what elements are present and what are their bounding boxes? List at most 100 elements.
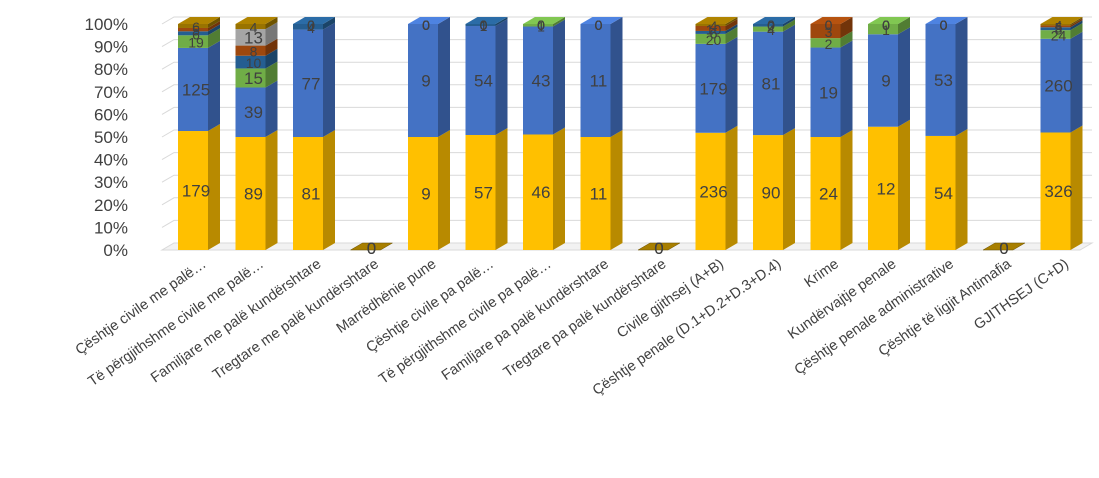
- bar-segment-side: [725, 17, 738, 26]
- data-label: 19: [188, 35, 204, 51]
- bar-stack: [349, 242, 394, 251]
- data-label: 0: [537, 17, 545, 33]
- bar-segment-side: [1070, 23, 1083, 39]
- data-label: 0: [367, 239, 376, 258]
- bar-segment: [235, 68, 266, 88]
- data-label: 0: [595, 17, 603, 33]
- bar-segment-side: [495, 19, 508, 135]
- bar-segment: [465, 24, 496, 27]
- bar-top: [293, 17, 335, 24]
- bar-segment: [810, 47, 841, 137]
- bar-segment: [1040, 132, 1071, 250]
- bar-segment-side: [725, 125, 738, 250]
- bar-segment-side: [208, 124, 220, 250]
- bar-segment-side: [265, 48, 278, 69]
- y-tick-label: 10%: [94, 218, 128, 237]
- bar-segment: [868, 126, 898, 250]
- bar-segment-side: [783, 19, 795, 32]
- bar-segment-side: [323, 130, 335, 250]
- bar-segment-side: [783, 128, 795, 250]
- bar-segment-side: [265, 22, 278, 46]
- bar-segment: [465, 26, 496, 135]
- data-label: 1: [882, 22, 890, 38]
- bar-segment: [695, 132, 726, 250]
- bar-segment: [178, 47, 208, 132]
- data-label: 3: [825, 24, 833, 40]
- bars: [178, 17, 1083, 251]
- bar-segment: [235, 45, 266, 56]
- bar-segment-side: [725, 23, 738, 34]
- data-label: 19: [819, 83, 838, 102]
- bar-stack: [868, 17, 910, 251]
- bar-segment: [235, 137, 266, 250]
- bar-segment-side: [495, 17, 508, 27]
- bar-top: [523, 17, 565, 24]
- bar-segment: [580, 137, 611, 250]
- bar-segment: [523, 26, 553, 135]
- bar-segment: [580, 24, 611, 137]
- bar-top: [408, 17, 450, 24]
- bar-segment: [868, 24, 898, 35]
- y-tick-label: 60%: [94, 105, 128, 124]
- bar-stack: [753, 17, 795, 250]
- category-label: Marrëdhënie pune: [334, 256, 440, 337]
- data-label: 0: [882, 17, 890, 33]
- data-label: 0: [595, 17, 603, 33]
- y-tick-label: 90%: [94, 38, 128, 57]
- data-labels: 1791251965689391510813481774000009900000…: [182, 17, 1073, 258]
- bar-segment-side: [265, 80, 278, 137]
- data-label: 0: [882, 17, 890, 33]
- y-tick-label: 70%: [94, 83, 128, 102]
- bar-segment: [235, 24, 266, 30]
- data-label: 89: [244, 185, 263, 204]
- bar-segment: [523, 134, 553, 250]
- bar-segment-side: [553, 17, 565, 27]
- bar-segment: [178, 27, 208, 32]
- category-label: GJITHSEJ (C+D): [971, 256, 1072, 333]
- data-label: 11: [590, 185, 608, 204]
- bar-segment: [1040, 38, 1071, 133]
- data-label: 0: [537, 17, 545, 33]
- bar-segment-side: [898, 17, 910, 35]
- data-label: 4: [710, 18, 718, 34]
- bar-segment: [1040, 30, 1071, 39]
- bar-segment-side: [208, 24, 220, 36]
- y-tick-label: 20%: [94, 196, 128, 215]
- bar-segment-side: [898, 119, 910, 251]
- data-label: 0: [940, 17, 948, 33]
- bar-segment-side: [840, 31, 853, 48]
- bar-segment: [810, 24, 841, 39]
- bar-segment: [408, 24, 438, 137]
- data-label: 11: [590, 72, 608, 91]
- data-label: 0: [654, 239, 663, 258]
- data-label: 0: [480, 17, 488, 33]
- bar-top: [235, 17, 278, 24]
- bar-segment-side: [610, 17, 623, 137]
- bar-segment: [1040, 24, 1071, 26]
- bar-segment-side: [208, 40, 220, 132]
- data-label: 2: [825, 36, 833, 52]
- data-label: 9: [421, 185, 430, 204]
- data-label: 0: [654, 239, 663, 258]
- data-label: 24: [1051, 27, 1067, 43]
- y-tick-label: 30%: [94, 173, 128, 192]
- bar-segment: [695, 25, 726, 31]
- bar-segment-side: [1070, 18, 1083, 28]
- bar-segment-side: [955, 17, 968, 136]
- bar-stack: [637, 242, 681, 251]
- data-label: 236: [699, 182, 727, 201]
- bar-segment: [235, 29, 266, 46]
- bar-top: [695, 17, 738, 24]
- data-label: 6: [192, 26, 200, 42]
- bar-segment-side: [208, 17, 220, 28]
- bar-segment: [293, 29, 323, 137]
- data-label: 81: [762, 74, 781, 93]
- bar-segment: [235, 55, 266, 69]
- data-label: 0: [882, 17, 890, 33]
- y-tick-label: 0%: [103, 241, 128, 260]
- bar-stack: [293, 17, 335, 250]
- data-label: 0: [825, 17, 833, 33]
- data-label: 0: [595, 17, 603, 33]
- bar-segment-side: [1070, 17, 1083, 26]
- bar-top: [178, 17, 220, 24]
